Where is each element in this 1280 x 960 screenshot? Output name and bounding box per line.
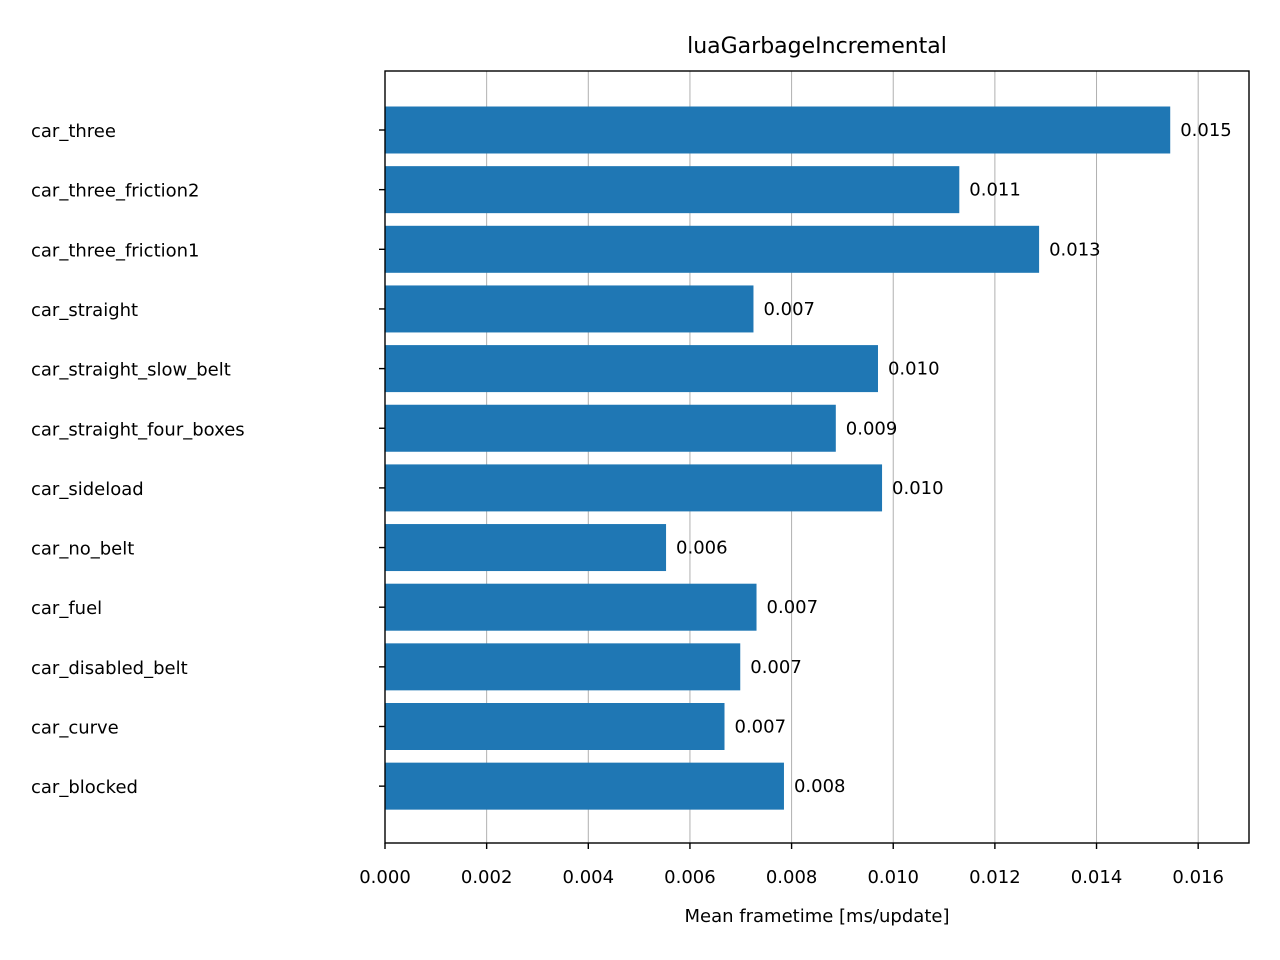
y-tick-label: car_blocked <box>31 777 138 798</box>
y-tick-label: car_fuel <box>31 598 102 619</box>
bar-value-label: 0.010 <box>888 359 940 380</box>
data-labels: 0.015 0.011 0.013 0.007 0.010 0.009 0.010 0.006… <box>676 120 1232 797</box>
bar-value-label: 0.009 <box>846 418 898 439</box>
bar-value-label: 0.006 <box>676 538 728 559</box>
bar <box>385 762 784 810</box>
y-tick-label: car_curve <box>31 718 119 739</box>
y-tick-label: car_straight <box>31 300 138 321</box>
x-tick-label: 0.002 <box>461 867 513 888</box>
y-tick-label: car_three <box>31 121 116 142</box>
y-tick-label: car_sideload <box>31 479 144 500</box>
bar <box>385 404 836 452</box>
bar <box>385 643 741 691</box>
bar <box>385 106 1171 154</box>
bar-value-label: 0.007 <box>767 597 819 618</box>
bar <box>385 345 878 393</box>
x-tick-label: 0.016 <box>1172 867 1224 888</box>
x-tick-label: 0.006 <box>664 867 716 888</box>
bars <box>385 106 1171 810</box>
bar <box>385 703 725 750</box>
x-tick-label: 0.012 <box>969 867 1021 888</box>
x-axis-label: Mean frametime [ms/update] <box>685 906 950 927</box>
y-tick-label: car_no_belt <box>31 539 134 560</box>
bar <box>385 524 667 572</box>
plot-frame <box>384 70 1250 844</box>
bar-value-label: 0.015 <box>1180 120 1232 141</box>
bar <box>385 166 960 214</box>
bar-value-label: 0.007 <box>763 299 815 320</box>
bar <box>385 285 754 333</box>
x-tick-label: 0.014 <box>1071 867 1123 888</box>
x-tick-label: 0.004 <box>563 867 615 888</box>
bar-value-label: 0.010 <box>892 478 944 499</box>
bar-value-label: 0.007 <box>735 717 787 738</box>
chart-title: luaGarbageIncremental <box>687 34 947 59</box>
bar-value-label: 0.011 <box>969 180 1021 201</box>
y-tick-label: car_straight_slow_belt <box>31 360 231 381</box>
bar <box>385 225 1040 273</box>
bar-value-label: 0.007 <box>750 657 802 678</box>
y-tick-label: car_straight_four_boxes <box>31 419 245 440</box>
x-tick-label: 0.008 <box>766 867 818 888</box>
y-tick-label: car_three_friction1 <box>31 240 200 261</box>
y-axis-ticks: car_three car_three_friction2 car_three_fr… <box>31 121 385 798</box>
y-tick-label: car_three_friction2 <box>31 181 200 202</box>
bar <box>385 464 883 512</box>
y-tick-label: car_disabled_belt <box>31 658 188 679</box>
x-tick-label: 0.010 <box>867 867 919 888</box>
bar-value-label: 0.013 <box>1049 239 1101 260</box>
bar <box>385 583 757 631</box>
bar-value-label: 0.008 <box>794 776 846 797</box>
x-axis-ticks: 0.000 0.002 0.004 0.006 0.008 0.010 0.012 0.014… <box>359 843 1224 888</box>
x-tick-label: 0.000 <box>359 867 411 888</box>
